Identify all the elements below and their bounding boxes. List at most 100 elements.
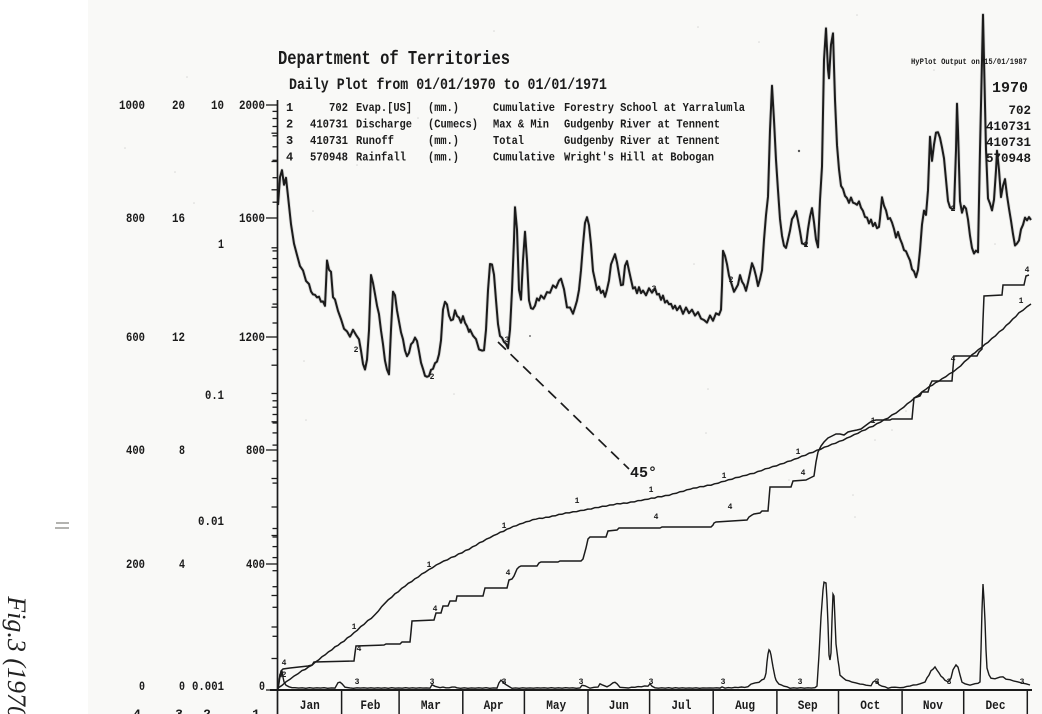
svg-text:4: 4 xyxy=(133,707,141,714)
svg-text:Mar: Mar xyxy=(421,699,441,713)
svg-text:2000: 2000 xyxy=(239,99,265,113)
svg-text:410731: 410731 xyxy=(310,118,348,132)
svg-text:1: 1 xyxy=(722,472,727,481)
svg-text:May: May xyxy=(546,699,566,713)
svg-text:3: 3 xyxy=(579,678,584,687)
svg-text:0.1: 0.1 xyxy=(205,389,224,403)
svg-text:702: 702 xyxy=(1008,104,1031,118)
svg-text:(mm.): (mm.) xyxy=(428,134,459,148)
svg-text:0.01: 0.01 xyxy=(198,515,224,529)
svg-text:1: 1 xyxy=(1019,297,1024,306)
svg-text:Evap.[US]: Evap.[US] xyxy=(356,101,412,115)
svg-text:2: 2 xyxy=(951,205,956,214)
svg-text:1600: 1600 xyxy=(239,212,265,226)
svg-text:3: 3 xyxy=(649,678,654,687)
svg-text:(mm.): (mm.) xyxy=(428,101,459,115)
svg-text:Gudgenby River at Tennent: Gudgenby River at Tennent xyxy=(564,118,720,132)
svg-text:410731: 410731 xyxy=(986,120,1031,134)
svg-text:2: 2 xyxy=(804,241,809,250)
svg-text:Jun: Jun xyxy=(609,699,629,713)
svg-text:0: 0 xyxy=(259,680,265,694)
svg-text:(Cumecs): (Cumecs) xyxy=(428,118,478,132)
svg-text:Forestry School at Yarralumla: Forestry School at Yarralumla xyxy=(564,101,745,115)
svg-text:Gudgenby River at Tennent: Gudgenby River at Tennent xyxy=(564,134,720,148)
svg-text:(mm.): (mm.) xyxy=(428,151,459,165)
svg-text:1: 1 xyxy=(252,707,260,714)
svg-text:1970: 1970 xyxy=(992,80,1028,97)
svg-text:Aug: Aug xyxy=(735,699,755,713)
svg-text:4: 4 xyxy=(506,569,511,578)
svg-text:1000: 1000 xyxy=(119,99,145,113)
svg-text:2: 2 xyxy=(729,276,734,285)
svg-text:570948: 570948 xyxy=(986,152,1031,166)
svg-text:Nov: Nov xyxy=(923,699,943,713)
svg-text:410731: 410731 xyxy=(986,136,1031,150)
svg-text:Daily Plot from 01/01/1970 to: Daily Plot from 01/01/1970 to 01/01/1971 xyxy=(289,76,607,94)
svg-text:3: 3 xyxy=(798,678,803,687)
svg-text:570948: 570948 xyxy=(310,151,348,165)
svg-text:2: 2 xyxy=(203,707,211,714)
svg-text:3: 3 xyxy=(175,707,183,714)
svg-text:Cumulative: Cumulative xyxy=(493,101,555,115)
svg-text:HyPlot Output on 15/01/1987: HyPlot Output on 15/01/1987 xyxy=(911,58,1027,67)
svg-text:1: 1 xyxy=(796,448,801,457)
svg-text:3: 3 xyxy=(721,678,726,687)
svg-text:4: 4 xyxy=(179,558,185,572)
svg-text:Cumulative: Cumulative xyxy=(493,151,555,165)
svg-text:Jan: Jan xyxy=(300,699,320,713)
svg-text:Total: Total xyxy=(493,134,524,148)
svg-text:4: 4 xyxy=(357,645,362,654)
svg-text:3: 3 xyxy=(502,678,507,687)
svg-text:10: 10 xyxy=(211,99,224,113)
svg-text:400: 400 xyxy=(246,558,265,572)
svg-text:200: 200 xyxy=(126,558,145,572)
svg-text:0: 0 xyxy=(179,680,185,694)
svg-text:0: 0 xyxy=(139,680,145,694)
svg-text:4: 4 xyxy=(951,355,956,364)
svg-text:4: 4 xyxy=(433,605,438,614)
svg-text:702: 702 xyxy=(329,101,348,115)
svg-text:12: 12 xyxy=(172,331,185,345)
svg-text:3: 3 xyxy=(652,285,657,294)
svg-text:2: 2 xyxy=(286,118,293,132)
svg-text:Discharge: Discharge xyxy=(356,118,412,132)
svg-text:4: 4 xyxy=(728,503,733,512)
svg-text:16: 16 xyxy=(172,212,185,226)
svg-text:600: 600 xyxy=(126,331,145,345)
svg-text:Max & Min: Max & Min xyxy=(493,118,549,132)
svg-text:Rainfall: Rainfall xyxy=(356,151,406,165)
svg-text:3: 3 xyxy=(286,134,293,148)
svg-text:1: 1 xyxy=(427,561,432,570)
svg-text:3: 3 xyxy=(947,678,952,687)
svg-text:4: 4 xyxy=(654,513,659,522)
svg-text:Feb: Feb xyxy=(360,699,380,713)
svg-text:Wright's Hill at Bobogan: Wright's Hill at Bobogan xyxy=(564,151,714,165)
svg-text:2: 2 xyxy=(282,671,287,680)
svg-text:1: 1 xyxy=(352,623,357,632)
svg-text:2: 2 xyxy=(354,346,359,355)
svg-text:45°: 45° xyxy=(630,465,657,482)
svg-text:4: 4 xyxy=(286,151,293,165)
svg-text:Sep: Sep xyxy=(798,699,818,713)
svg-text:3: 3 xyxy=(430,678,435,687)
svg-text:800: 800 xyxy=(126,212,145,226)
svg-text:20: 20 xyxy=(172,99,185,113)
svg-text:3: 3 xyxy=(505,336,510,345)
svg-text:3: 3 xyxy=(875,678,880,687)
svg-text:800: 800 xyxy=(246,444,265,458)
svg-text:Apr: Apr xyxy=(484,699,504,713)
svg-text:Jul: Jul xyxy=(671,699,691,713)
svg-text:4: 4 xyxy=(801,469,806,478)
svg-text:Department of Territories: Department of Territories xyxy=(278,48,510,70)
svg-text:1: 1 xyxy=(218,238,224,252)
svg-text:410731: 410731 xyxy=(310,134,348,148)
svg-text:Oct: Oct xyxy=(860,699,880,713)
svg-text:1: 1 xyxy=(649,486,654,495)
svg-text:3: 3 xyxy=(1020,678,1025,687)
svg-text:0.001: 0.001 xyxy=(192,680,224,694)
svg-text:1: 1 xyxy=(871,417,876,426)
svg-text:2: 2 xyxy=(430,373,435,382)
svg-text:3: 3 xyxy=(355,678,360,687)
svg-text:400: 400 xyxy=(126,444,145,458)
svg-text:1: 1 xyxy=(575,497,580,506)
